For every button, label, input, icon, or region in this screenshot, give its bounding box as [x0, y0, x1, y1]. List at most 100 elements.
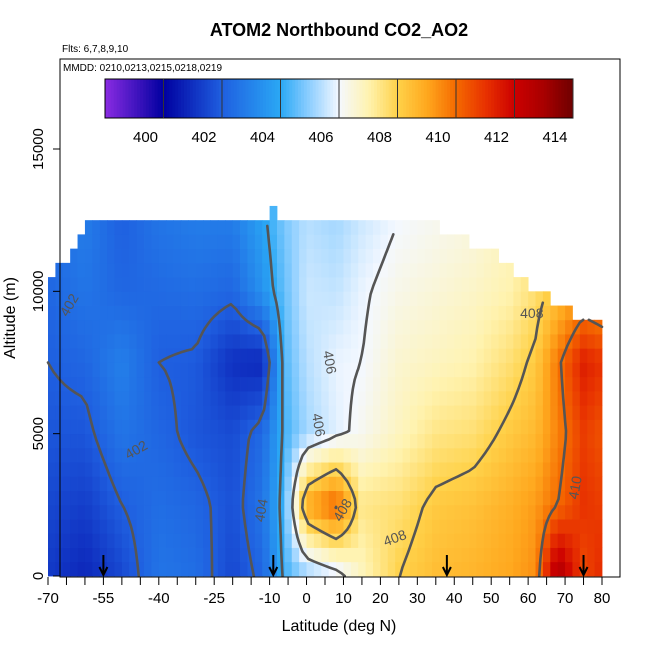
heatmap-cell — [62, 519, 71, 534]
heatmap-cell — [247, 277, 256, 292]
colorbar-swatch — [195, 79, 199, 118]
heatmap-cell — [535, 291, 544, 306]
heatmap-cell — [70, 519, 78, 534]
heatmap-cell — [99, 447, 108, 463]
colorbar-swatch — [479, 79, 483, 118]
heatmap-cell — [520, 291, 529, 306]
heatmap-cell — [306, 390, 315, 406]
heatmap-cell — [505, 376, 514, 392]
heatmap-cell — [432, 462, 440, 477]
heatmap-cell — [454, 277, 463, 292]
heatmap-cell — [217, 305, 226, 321]
heatmap-cell — [92, 348, 101, 363]
heatmap-cell — [173, 405, 182, 420]
heatmap-cell — [188, 376, 197, 392]
heatmap-cell — [454, 533, 463, 548]
heatmap-cell — [454, 390, 463, 406]
heatmap-cell — [269, 248, 278, 264]
heatmap-cell — [424, 462, 433, 477]
colorbar-swatch — [438, 79, 442, 118]
x-tick-label: -10 — [259, 590, 281, 607]
heatmap-cell — [461, 248, 470, 264]
heatmap-cell — [350, 533, 359, 548]
heatmap-cell — [232, 334, 241, 349]
heatmap-cell — [217, 476, 226, 491]
heatmap-cell — [84, 376, 93, 392]
heatmap-cell — [350, 234, 359, 250]
heatmap-cell — [62, 476, 71, 491]
heatmap-cell — [550, 419, 559, 435]
heatmap-cell — [565, 319, 573, 335]
heatmap-cell — [121, 390, 130, 406]
heatmap-cell — [469, 390, 477, 406]
heatmap-cell — [269, 419, 278, 435]
heatmap-cell — [136, 277, 145, 292]
heatmap-cell — [395, 376, 403, 392]
heatmap-cell — [217, 547, 226, 563]
heatmap-cell — [276, 291, 285, 306]
heatmap-cell — [424, 376, 433, 392]
heatmap-cell — [402, 462, 411, 477]
colorbar-swatch — [558, 79, 562, 118]
heatmap-cell — [306, 262, 315, 278]
heatmap-cell — [247, 533, 256, 548]
heatmap-cell — [469, 533, 477, 548]
heatmap-cell — [136, 234, 145, 250]
heatmap-cell — [173, 490, 182, 506]
heatmap-cell — [144, 519, 152, 534]
heatmap-cell — [358, 262, 367, 278]
colorbar-swatch — [107, 79, 112, 118]
heatmap-cell — [158, 262, 167, 278]
heatmap-cell — [121, 533, 130, 548]
heatmap-cell — [498, 405, 507, 420]
heatmap-cell — [461, 405, 470, 420]
heatmap-cell — [557, 490, 566, 506]
heatmap-cell — [151, 462, 160, 477]
heatmap-cell — [291, 362, 300, 378]
heatmap-cell — [350, 220, 359, 235]
heatmap-cell — [579, 547, 588, 563]
heatmap-cell — [291, 319, 300, 335]
heatmap-cell — [461, 462, 470, 477]
heatmap-cell — [121, 376, 130, 392]
heatmap-cell — [336, 447, 344, 463]
heatmap-cell — [84, 533, 93, 548]
heatmap-cell — [166, 234, 174, 250]
heatmap-cell — [62, 405, 71, 420]
heatmap-cell — [328, 476, 337, 491]
heatmap-cell — [387, 405, 396, 420]
heatmap-cell — [254, 547, 263, 563]
heatmap-cell — [454, 262, 463, 278]
heatmap-cell — [92, 248, 101, 264]
heatmap-cell — [520, 319, 529, 335]
heatmap-cell — [469, 419, 477, 435]
heatmap-cell — [48, 476, 56, 491]
heatmap-cell — [498, 376, 507, 392]
heatmap-cell — [203, 220, 211, 235]
colorbar-swatch — [315, 79, 319, 118]
heatmap-cell — [424, 533, 433, 548]
heatmap-cell — [299, 462, 307, 477]
heatmap-cell — [247, 348, 256, 363]
heatmap-cell — [121, 220, 130, 235]
heatmap-cell — [173, 447, 182, 463]
heatmap-cell — [461, 547, 470, 563]
heatmap-cell — [188, 462, 197, 477]
colorbar-swatch — [230, 79, 235, 118]
heatmap-cell — [424, 319, 433, 335]
heatmap-cell — [387, 447, 396, 463]
heatmap-cell — [269, 262, 278, 278]
heatmap-cell — [321, 234, 330, 250]
heatmap-cell — [432, 547, 440, 563]
heatmap-cell — [321, 262, 330, 278]
heatmap-cell — [158, 248, 167, 264]
y-tick-label: 15000 — [30, 128, 47, 170]
heatmap-cell — [550, 533, 559, 548]
heatmap-cell — [417, 433, 426, 449]
heatmap-cell — [284, 419, 293, 435]
heatmap-cell — [151, 291, 160, 306]
heatmap-cell — [225, 277, 234, 292]
heatmap-cell — [328, 447, 337, 463]
heatmap-cell — [291, 533, 300, 548]
heatmap-cell — [151, 504, 160, 520]
